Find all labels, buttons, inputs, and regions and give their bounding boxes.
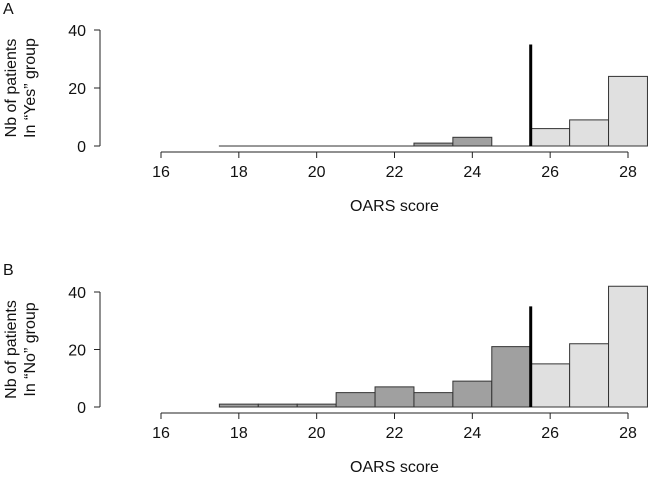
y-tick-label: 40 <box>68 285 86 302</box>
panel-label: A <box>3 1 14 18</box>
histogram-bar <box>569 343 610 408</box>
x-tick-label: 16 <box>152 425 170 442</box>
x-tick-label: 22 <box>386 164 404 181</box>
histogram-bar <box>413 142 454 147</box>
x-tick-label: 26 <box>541 164 559 181</box>
histogram-bar <box>608 285 648 408</box>
y-axis-label-line: Nb of patients <box>3 300 20 399</box>
x-tick-label: 20 <box>308 425 326 442</box>
x-tick-label: 24 <box>463 164 481 181</box>
x-axis-label: OARS score <box>350 198 439 215</box>
y-tick-label: 40 <box>68 23 86 40</box>
x-tick-label: 28 <box>619 425 637 442</box>
y-axis-label-line: In “No” group <box>22 302 39 396</box>
x-tick-label: 24 <box>463 425 481 442</box>
histogram-bar <box>608 75 648 147</box>
histogram-bar <box>335 392 376 408</box>
histogram-bar <box>452 136 493 147</box>
histogram-bar <box>530 128 571 147</box>
x-axis-label: OARS score <box>350 459 439 476</box>
y-tick-label: 20 <box>68 343 86 360</box>
histogram-bar <box>491 346 532 408</box>
histogram-bar <box>452 380 493 408</box>
histogram-bar <box>218 403 259 408</box>
x-tick-label: 26 <box>541 425 559 442</box>
y-axis-label: Nb of patients In “No” group <box>3 300 39 399</box>
y-axis-label-line: In “Yes” group <box>22 38 39 138</box>
x-tick-label: 22 <box>386 425 404 442</box>
x-tick-label: 28 <box>619 164 637 181</box>
x-tick-label: 18 <box>230 164 248 181</box>
y-axis-label: Nb of patients In “Yes” group <box>3 38 39 138</box>
panel-label: B <box>3 262 14 279</box>
histogram-bar <box>257 403 298 408</box>
x-tick-label: 18 <box>230 425 248 442</box>
y-axis-label-line: Nb of patients <box>3 39 20 138</box>
x-tick-label: 20 <box>308 164 326 181</box>
y-tick-label: 0 <box>77 400 86 417</box>
histogram-bar <box>413 392 454 408</box>
y-tick-label: 20 <box>68 81 86 98</box>
y-tick-label: 0 <box>77 139 86 156</box>
histogram-bar <box>569 119 610 147</box>
histogram-bar <box>530 363 571 408</box>
histogram-bar <box>374 386 415 408</box>
x-tick-label: 16 <box>152 164 170 181</box>
histogram-bar <box>296 403 337 408</box>
